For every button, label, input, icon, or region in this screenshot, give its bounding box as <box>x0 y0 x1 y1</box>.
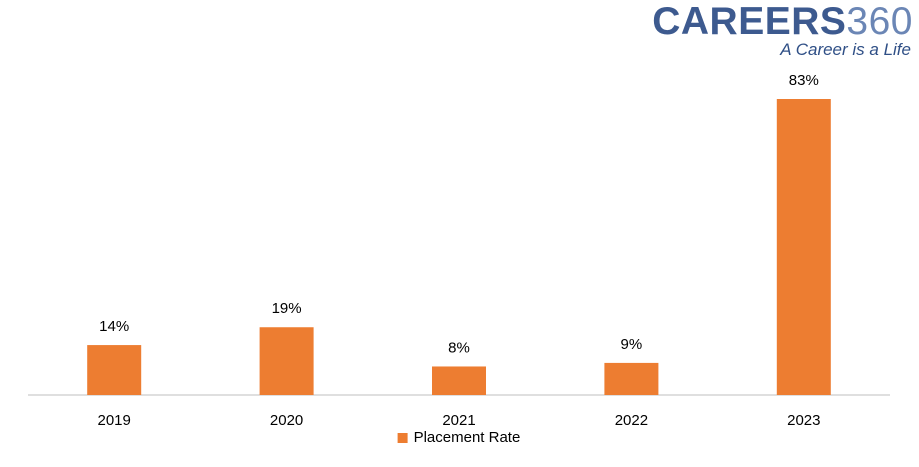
logo-wordmark-strong: CAREERS <box>652 0 847 43</box>
bar-2023 <box>776 99 831 395</box>
x-tick-label-2023: 2023 <box>787 412 820 429</box>
careers360-logo: CAREERS360 A Career is a Life <box>652 2 913 60</box>
legend-label: Placement Rate <box>414 429 521 446</box>
x-tick-label-2022: 2022 <box>615 412 648 429</box>
x-tick-label-2021: 2021 <box>442 412 475 429</box>
legend-swatch <box>397 433 408 443</box>
x-tick-label-2019: 2019 <box>98 412 131 429</box>
logo-wordmark: CAREERS360 <box>652 2 913 42</box>
bar-2019 <box>87 345 142 395</box>
data-label-2022: 9% <box>621 336 643 353</box>
bar-2021 <box>432 366 486 395</box>
logo-wordmark-light: 360 <box>846 0 913 43</box>
data-label-2020: 19% <box>272 300 302 317</box>
x-tick-label-2020: 2020 <box>270 412 303 429</box>
bar-2022 <box>604 362 659 395</box>
data-label-2021: 8% <box>448 339 470 356</box>
logo-tagline: A Career is a Life <box>780 40 911 59</box>
data-label-2019: 14% <box>99 318 129 335</box>
bar-2020 <box>259 327 314 395</box>
data-label-2023: 83% <box>789 72 819 89</box>
